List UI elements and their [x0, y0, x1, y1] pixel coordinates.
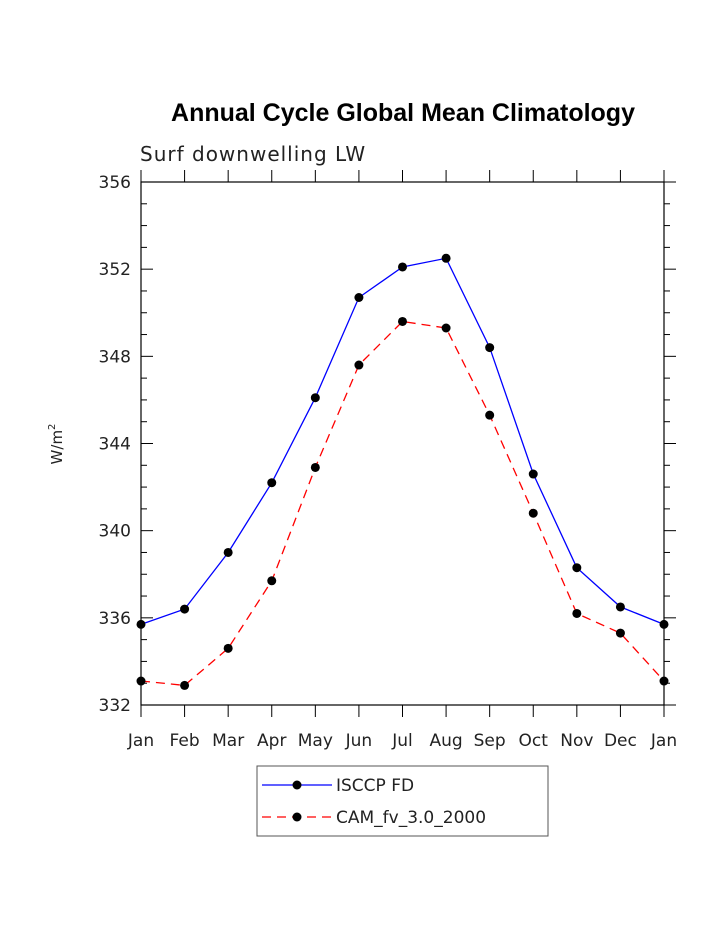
- series-line-1: [140, 320, 665, 687]
- series-0-point: [267, 478, 277, 488]
- x-tick-label: Sep: [474, 731, 506, 751]
- x-tick-label: Mar: [212, 731, 244, 751]
- series-0-point: [136, 619, 146, 629]
- legend-label-cam: CAM_fv_3.0_2000: [336, 808, 486, 828]
- chart-subtitle: Surf downwelling LW: [140, 142, 366, 166]
- series-1-point: [180, 680, 190, 690]
- series-0-point: [398, 262, 407, 272]
- series-0-point: [310, 393, 320, 403]
- series-1-point: [267, 576, 277, 586]
- x-tick-label: Oct: [519, 731, 549, 751]
- x-tick-label: Aug: [429, 731, 462, 751]
- x-tick-label: Feb: [170, 731, 200, 751]
- series-1-point: [572, 608, 582, 618]
- x-tick-label: Jan: [650, 731, 677, 751]
- series-1-point: [136, 676, 146, 686]
- series-line-0: [140, 257, 665, 626]
- y-tick-label: 348: [99, 347, 131, 367]
- series-0-point: [528, 469, 538, 479]
- series-0-point: [354, 292, 364, 302]
- series-1-point: [223, 643, 233, 653]
- series-1-point: [310, 462, 320, 472]
- plot-border: [140, 181, 665, 706]
- y-axis-label-superscript: 2: [47, 424, 58, 430]
- x-tick-label: May: [298, 731, 333, 751]
- series-1-point: [485, 410, 495, 420]
- series-1-point: [354, 360, 364, 370]
- x-tick-label: Apr: [257, 731, 286, 751]
- legend-label-isccp: ISCCP FD: [336, 776, 414, 796]
- x-tick-label: Jun: [345, 731, 373, 751]
- series-1-point: [398, 316, 407, 326]
- legend-marker-isccp: [292, 780, 302, 790]
- y-tick-label: 352: [99, 260, 131, 280]
- legend-marker-cam: [292, 812, 302, 822]
- y-tick-label: 332: [99, 696, 131, 716]
- y-axis-label-text: W/m: [48, 430, 66, 465]
- x-tick-label: Dec: [604, 731, 637, 751]
- series-layer: [136, 253, 669, 690]
- series-0-point: [441, 253, 451, 263]
- series-0-point: [615, 602, 625, 612]
- series-1-point: [528, 508, 538, 518]
- x-tick-label: Jul: [391, 731, 413, 751]
- x-tick-label: Nov: [560, 731, 593, 751]
- series-0-point: [223, 547, 233, 557]
- y-axis-label: W/m2: [47, 424, 66, 465]
- y-tick-label: 344: [99, 435, 131, 455]
- legend: ISCCP FD CAM_fv_3.0_2000: [256, 765, 549, 837]
- plot-frame: [140, 181, 665, 706]
- legend-box: [256, 765, 549, 837]
- series-1-point: [441, 323, 451, 333]
- y-tick-label: 340: [99, 522, 131, 542]
- series-0-point: [485, 343, 495, 353]
- y-tick-label: 356: [99, 173, 131, 193]
- x-tick-label: Jan: [127, 731, 154, 751]
- x-axis: Jan Feb Mar Apr May Jun Jul Aug Sep Oct Nov Dec Jan: [127, 170, 677, 751]
- y-tick-label: 336: [99, 609, 131, 629]
- series-0-point: [180, 604, 190, 614]
- y-axis: 332 336 340 344 348 352 356: [99, 173, 676, 716]
- series-0-point: [572, 563, 582, 573]
- chart-title: Annual Cycle Global Mean Climatology: [171, 99, 635, 127]
- series-1-point: [615, 628, 625, 638]
- series-1-point: [659, 676, 669, 686]
- series-0-point: [659, 619, 669, 629]
